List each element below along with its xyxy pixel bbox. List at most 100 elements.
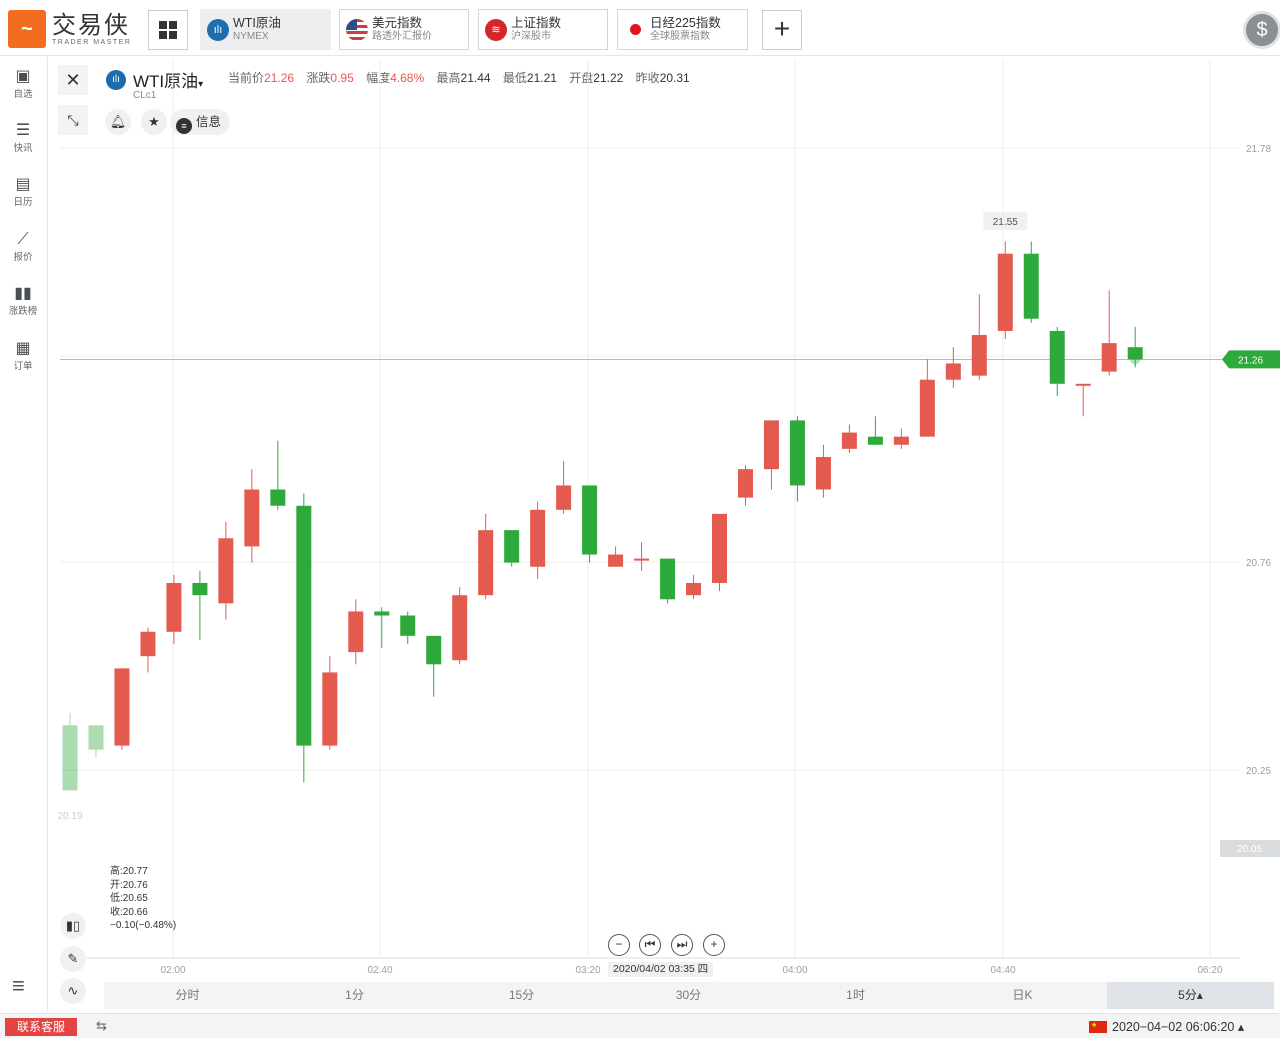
x-tick-label: 06:20 <box>1197 965 1222 976</box>
symbol-name: WTI原油 <box>133 72 199 91</box>
candle-body <box>1023 253 1039 319</box>
period-tab-active[interactable]: 5分▴ <box>1107 982 1274 1009</box>
candle <box>1023 241 1039 323</box>
skip-forward-icon: ⏭ <box>676 937 688 951</box>
candle <box>62 713 78 791</box>
japan-flag-icon <box>624 18 646 41</box>
candle-body <box>62 725 78 791</box>
quote-label: 最高 <box>436 71 461 85</box>
quote-label: 昨收 <box>635 71 660 85</box>
period-tab[interactable]: 1分 <box>345 988 364 1002</box>
candle <box>270 440 286 510</box>
sse-logo-icon: ≋ <box>485 18 507 41</box>
low-label: 20.19 <box>57 811 82 822</box>
bar-ranking-icon: ▮▮ <box>14 285 32 302</box>
us-flag-icon <box>346 18 368 41</box>
ohlc-change: −0.10(−0.48%) <box>110 920 177 931</box>
logo-text: 交易侠 TRADER MASTER <box>52 12 131 46</box>
candle <box>737 465 753 506</box>
candle <box>88 725 104 758</box>
ohlc-close: 收:20.66 <box>110 906 148 918</box>
candle <box>478 513 494 600</box>
candle-body <box>140 631 156 657</box>
candle-body <box>348 611 364 653</box>
chart-type-button[interactable]: ∿ <box>60 978 86 1004</box>
candle-body <box>556 485 572 510</box>
period-tab[interactable]: 1时 <box>846 988 865 1002</box>
period-tab[interactable]: 30分 <box>675 988 702 1002</box>
candle <box>608 546 624 567</box>
quote-value: 4.68% <box>390 71 425 85</box>
candle <box>686 574 702 600</box>
top-bar: ~ 交易侠 TRADER MASTER ılı WTI原油 NYMEX 美元指数… <box>0 0 1280 56</box>
sidebar-item-label: 自选 <box>13 89 33 100</box>
alert-button[interactable]: 🔔︎ <box>105 109 131 135</box>
quote-value: 21.44 <box>460 71 491 85</box>
quote-value: 20.31 <box>659 71 690 85</box>
tab-usd-text: 美元指数 路透外汇报价 <box>372 16 432 43</box>
candlestick-chart[interactable]: 21.78 20.76 20.25 20.05 02:00 02:40 03:20 04:00… <box>0 0 1280 1012</box>
tab-sse-index[interactable]: ≋ 上证指数 沪深股市 <box>478 9 608 50</box>
candle <box>166 574 182 644</box>
info-button[interactable]: ≡ 信息 <box>170 109 230 135</box>
candle-body <box>400 615 416 636</box>
x-tick-label: 04:00 <box>782 965 807 976</box>
tab-usd-index[interactable]: 美元指数 路透外汇报价 <box>339 9 469 50</box>
dollar-account-button[interactable]: $ <box>1243 11 1280 49</box>
tab-subtitle: 路透外汇报价 <box>372 31 432 42</box>
add-tab-button[interactable]: + <box>762 10 802 50</box>
candle <box>789 416 805 502</box>
scroll-to-end-button[interactable]: ⏭ <box>671 934 693 956</box>
candle-body <box>218 538 234 604</box>
translate-icon[interactable]: ⇆ <box>96 1018 107 1033</box>
candle-body <box>1049 330 1065 384</box>
candle <box>296 493 312 783</box>
candle-body <box>114 668 130 746</box>
app-logo[interactable]: ~ 交易侠 TRADER MASTER <box>8 10 131 48</box>
quote-label: 幅度 <box>366 71 391 85</box>
sidebar-item-calendar[interactable]: ▤ 日历 <box>0 173 46 221</box>
layout-grid-button[interactable] <box>148 10 188 50</box>
trader-master-logo-icon: ~ <box>8 10 46 48</box>
candle-body <box>88 725 104 750</box>
sidebar-item-news[interactable]: ☰ 快讯 <box>0 119 46 167</box>
candle <box>763 420 779 490</box>
draw-tool-button[interactable]: ✎ <box>60 946 86 972</box>
quote-label: 当前价 <box>228 71 265 85</box>
period-tab[interactable]: 分时 <box>175 988 200 1002</box>
sidebar-item-ranking[interactable]: ▮▮ 涨跌榜 <box>0 282 46 330</box>
line-chart-icon: ∿ <box>67 983 79 998</box>
period-tab[interactable]: 日K <box>1012 988 1033 1002</box>
indicator-tool-button[interactable]: ▮▯ <box>60 913 86 939</box>
tab-sse-text: 上证指数 沪深股市 <box>511 16 561 43</box>
menu-icon[interactable]: ≡ <box>12 973 25 998</box>
tab-nikkei[interactable]: 日经225指数 全球股票指数 <box>617 9 748 50</box>
quote-label: 涨跌 <box>306 71 331 85</box>
favorite-button[interactable]: ★ <box>141 109 167 135</box>
sidebar-item-label: 涨跌榜 <box>8 306 38 317</box>
sidebar-item-orders[interactable]: ▦ 订单 <box>0 337 46 385</box>
skip-back-icon: ⏮ <box>644 937 656 951</box>
sidebar-item-quotes[interactable]: ⟋ 报价 <box>0 228 46 276</box>
tab-wti[interactable]: ılı WTI原油 NYMEX <box>200 9 331 50</box>
zoom-in-button[interactable]: + <box>703 934 725 956</box>
clock-dropdown[interactable]: 2020−04−02 06:06:20 ▴ <box>1112 1020 1245 1034</box>
symbol-name-dropdown[interactable]: WTI原油▾ <box>133 67 203 92</box>
contact-support-button[interactable]: 联系客服 <box>5 1018 77 1036</box>
grid-icon <box>159 21 177 39</box>
candle <box>815 444 831 498</box>
sidebar-item-watchlist[interactable]: ▣ 自选 <box>0 65 46 113</box>
candles-icon: ▮▯ <box>65 918 81 933</box>
zoom-out-button[interactable]: − <box>608 934 630 956</box>
current-price-label: 21.26 <box>1238 355 1263 366</box>
quote-label: 最低 <box>502 71 527 85</box>
symbol-bar-chart-icon: ılı <box>106 70 126 90</box>
candle-body <box>608 554 624 567</box>
candle <box>867 416 883 445</box>
close-chart-button[interactable]: ✕ <box>58 65 88 95</box>
collapse-chart-button[interactable]: ⤡ <box>58 105 88 135</box>
period-tab[interactable]: 15分 <box>508 988 535 1002</box>
close-icon: ✕ <box>65 70 81 90</box>
scroll-to-start-button[interactable]: ⏮ <box>639 934 661 956</box>
candle <box>452 587 468 665</box>
